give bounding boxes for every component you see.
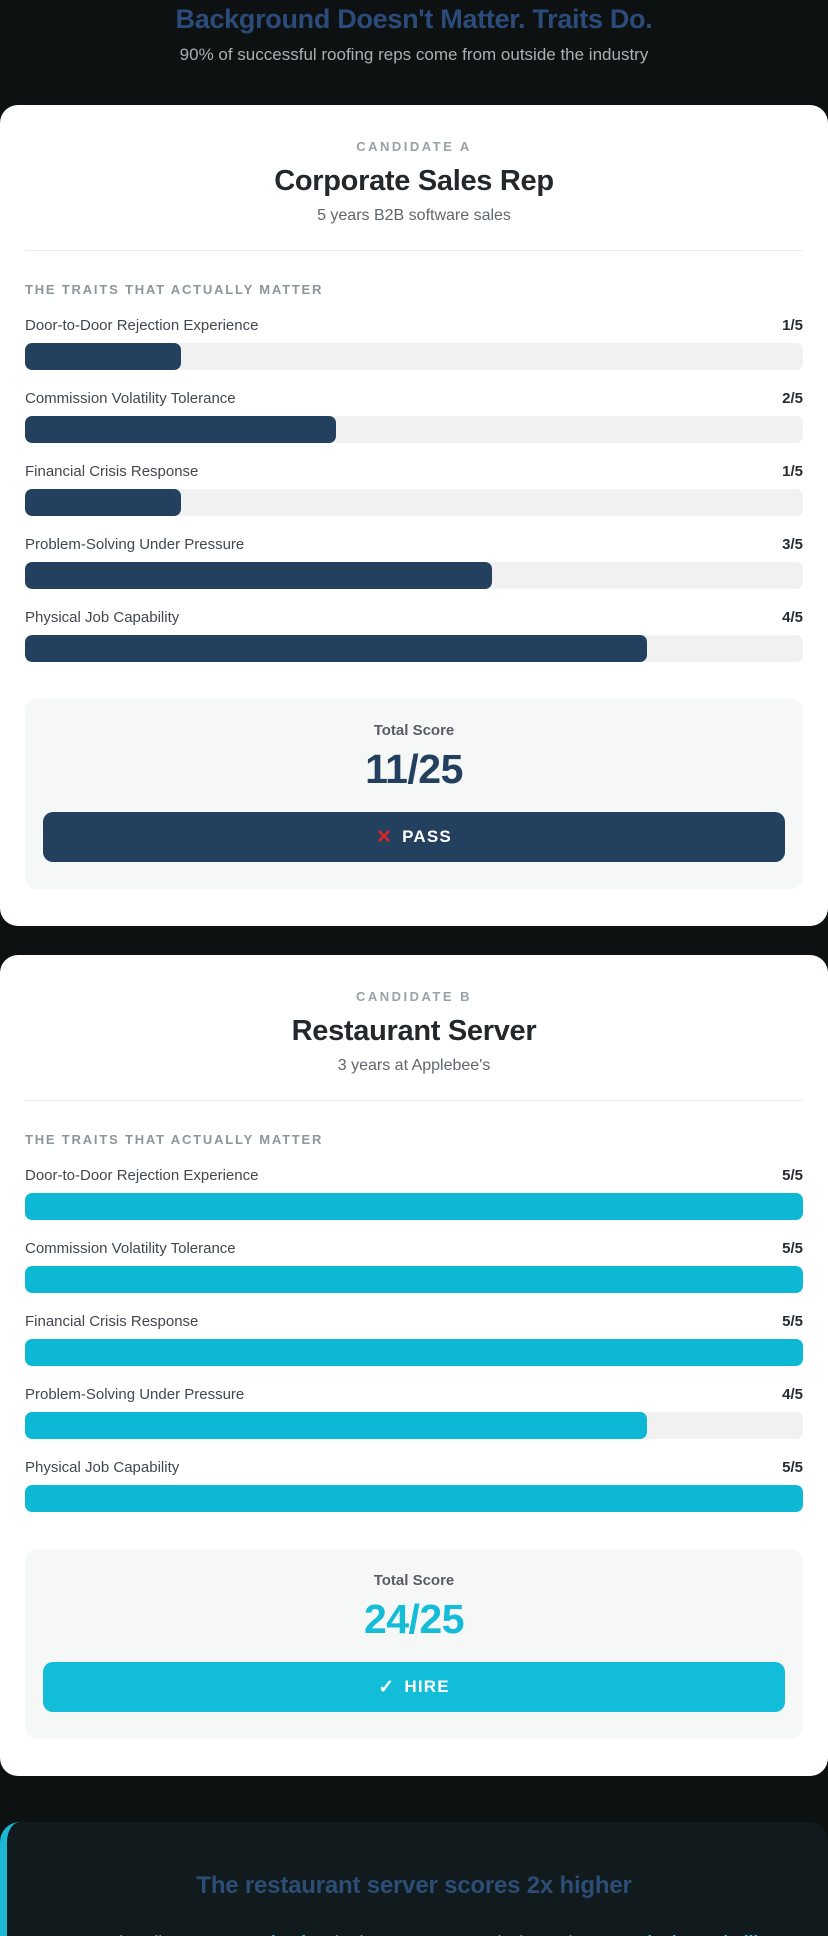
- trait-bar-fill: [25, 1193, 803, 1220]
- trait-bar-track: [25, 1266, 803, 1293]
- page-title: Background Doesn't Matter. Traits Do.: [175, 4, 653, 34]
- trait-score: 5/5: [782, 1167, 803, 1184]
- x-icon: ✕: [376, 826, 394, 848]
- candidate-b-name: Restaurant Server: [291, 1015, 537, 1047]
- trait-bar-fill: [25, 1412, 648, 1439]
- trait-label: Physical Job Capability: [25, 609, 180, 626]
- accent-phrase: constant rejection: [177, 1932, 328, 1936]
- page-subtitle: 90% of successful roofing reps come from…: [179, 45, 649, 64]
- trait-score: 1/5: [782, 463, 803, 480]
- candidate-b-header: CANDIDATE B Restaurant Server 3 years at…: [25, 989, 803, 1075]
- trait-bar-track: [25, 1193, 803, 1220]
- trait-row: Door-to-Door Rejection Experience 1/5: [25, 317, 803, 370]
- trait-bar-fill: [25, 1266, 803, 1293]
- trait-label: Physical Job Capability: [25, 1459, 180, 1476]
- page-header: Background Doesn't Matter. Traits Do. 90…: [0, 0, 828, 65]
- trait-bar-track: [25, 416, 803, 443]
- trait-bar-fill: [25, 343, 181, 370]
- trait-label: Commission Volatility Tolerance: [25, 390, 236, 407]
- trait-bar-fill: [25, 635, 648, 662]
- traits-section-label: THE TRAITS THAT ACTUALLY MATTER: [25, 1132, 324, 1147]
- trait-label: Financial Crisis Response: [25, 1313, 199, 1330]
- total-score-box: Total Score 11/25 ✕ PASS: [25, 699, 803, 889]
- trait-score: 5/5: [782, 1313, 803, 1330]
- trait-score: 4/5: [782, 1386, 803, 1403]
- candidate-a-experience: 5 years B2B software sales: [317, 207, 511, 224]
- trait-row: Commission Volatility Tolerance 2/5: [25, 390, 803, 443]
- verdict-panel-paragraph: Servers handle constant rejection (rude …: [42, 1922, 786, 1936]
- trait-bar-track: [25, 1339, 803, 1366]
- check-icon: ✓: [378, 1676, 396, 1698]
- verdict-label: PASS: [402, 827, 452, 846]
- trait-bar-fill: [25, 489, 181, 516]
- total-score-value: 11/25: [365, 746, 463, 792]
- total-score-value: 24/25: [363, 1596, 465, 1642]
- candidate-a-eyebrow: CANDIDATE A: [356, 139, 472, 154]
- verdict-label: HIRE: [404, 1677, 450, 1696]
- candidate-a-header: CANDIDATE A Corporate Sales Rep 5 years …: [25, 139, 803, 225]
- trait-score: 2/5: [782, 390, 803, 407]
- trait-row: Door-to-Door Rejection Experience 5/5: [25, 1167, 803, 1220]
- total-score-label: Total Score: [373, 722, 455, 739]
- trait-row: Financial Crisis Response 1/5: [25, 463, 803, 516]
- candidate-b-eyebrow: CANDIDATE B: [355, 989, 473, 1004]
- trait-label: Problem-Solving Under Pressure: [25, 1386, 245, 1403]
- trait-label: Problem-Solving Under Pressure: [25, 536, 245, 553]
- trait-bar-track: [25, 635, 803, 662]
- trait-label: Door-to-Door Rejection Experience: [25, 1167, 259, 1184]
- trait-score: 5/5: [782, 1459, 803, 1476]
- trait-bar-track: [25, 343, 803, 370]
- trait-score: 3/5: [782, 536, 803, 553]
- trait-score: 1/5: [782, 317, 803, 334]
- trait-bar-track: [25, 1485, 803, 1512]
- trait-label: Door-to-Door Rejection Experience: [25, 317, 259, 334]
- verdict-panel-title: The restaurant server scores 2x higher: [196, 1872, 632, 1899]
- candidate-b-card: CANDIDATE B Restaurant Server 3 years at…: [0, 955, 828, 1776]
- trait-bar-fill: [25, 562, 492, 589]
- trait-bar-fill: [25, 416, 337, 443]
- trait-bar-track: [25, 1412, 803, 1439]
- trait-label: Commission Volatility Tolerance: [25, 1240, 236, 1257]
- trait-row: Problem-Solving Under Pressure 3/5: [25, 536, 803, 589]
- trait-score: 4/5: [782, 609, 803, 626]
- hire-button[interactable]: ✓ HIRE: [43, 1662, 785, 1712]
- trait-row: Commission Volatility Tolerance 5/5: [25, 1240, 803, 1293]
- trait-label: Financial Crisis Response: [25, 463, 199, 480]
- trait-row: Problem-Solving Under Pressure 4/5: [25, 1386, 803, 1439]
- candidate-a-card: CANDIDATE A Corporate Sales Rep 5 years …: [0, 105, 828, 926]
- pass-button[interactable]: ✕ PASS: [43, 812, 785, 862]
- candidate-b-experience: 3 years at Applebee's: [337, 1057, 491, 1074]
- candidate-a-name: Corporate Sales Rep: [274, 165, 554, 197]
- trait-bar-track: [25, 562, 803, 589]
- trait-row: Physical Job Capability 4/5: [25, 609, 803, 662]
- verdict-summary-panel: The restaurant server scores 2x higher S…: [0, 1822, 828, 1936]
- trait-bar-track: [25, 489, 803, 516]
- divider: [25, 250, 803, 251]
- total-score-box: Total Score 24/25 ✓ HIRE: [25, 1549, 803, 1739]
- trait-bar-fill: [25, 1485, 803, 1512]
- accent-phrase: commission volatility: [596, 1932, 774, 1936]
- traits-section-label: THE TRAITS THAT ACTUALLY MATTER: [25, 282, 324, 297]
- trait-row: Financial Crisis Response 5/5: [25, 1313, 803, 1366]
- total-score-label: Total Score: [373, 1572, 455, 1589]
- trait-bar-fill: [25, 1339, 803, 1366]
- divider: [25, 1100, 803, 1101]
- trait-score: 5/5: [782, 1240, 803, 1257]
- trait-row: Physical Job Capability 5/5: [25, 1459, 803, 1512]
